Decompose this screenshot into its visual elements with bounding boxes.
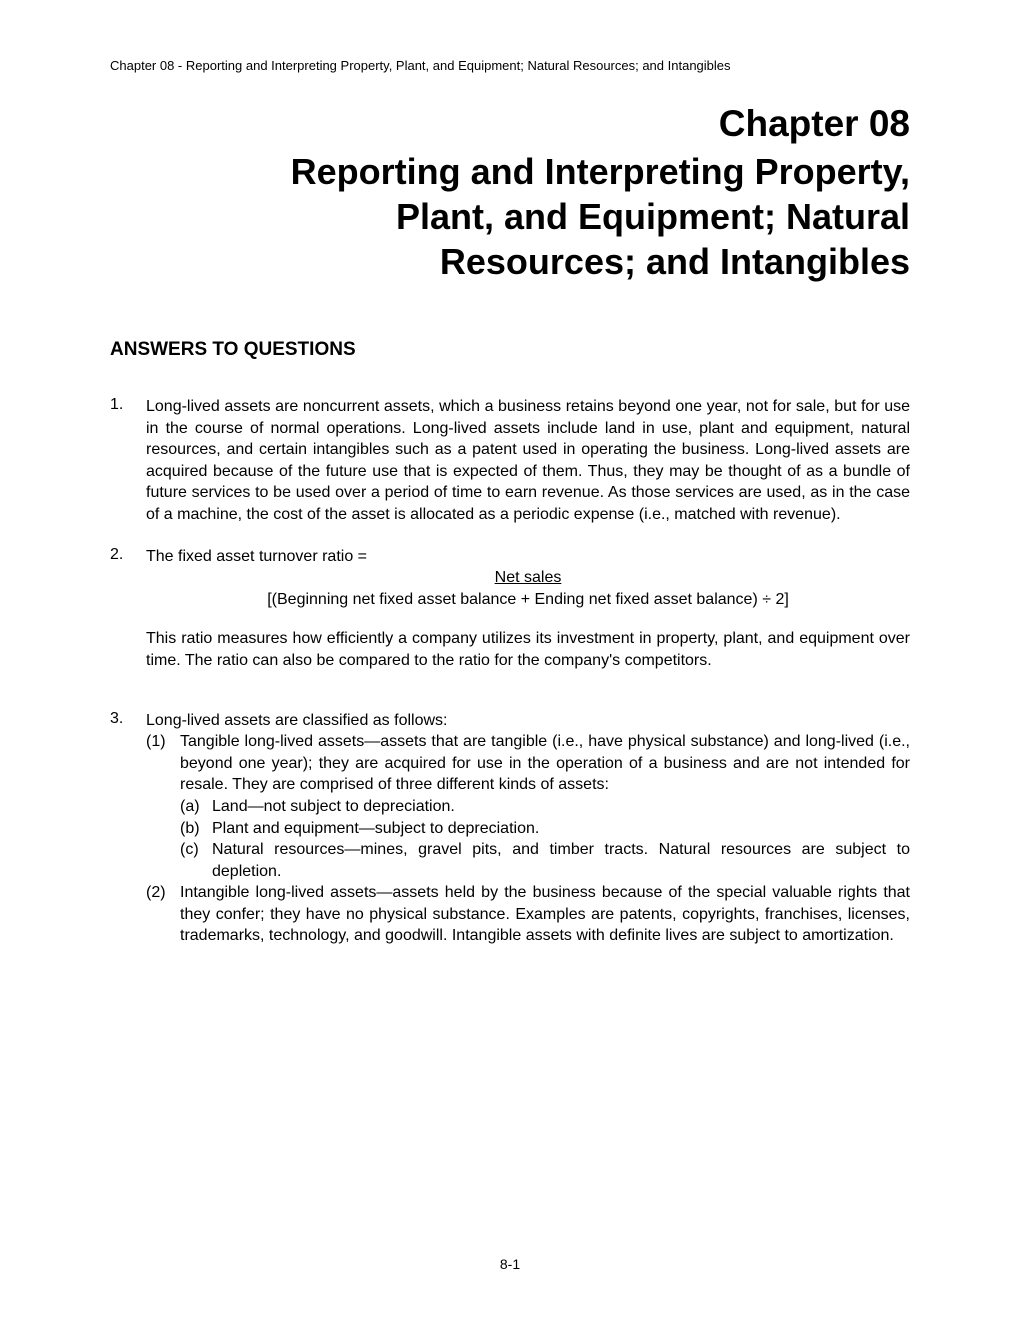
formula-label: The fixed asset turnover ratio = xyxy=(146,546,910,568)
chapter-name-line1: Reporting and Interpreting Property, xyxy=(110,149,910,194)
formula-denominator: [(Beginning net fixed asset balance + En… xyxy=(176,589,880,611)
section-heading: ANSWERS TO QUESTIONS xyxy=(110,339,910,361)
subsublist-item-a: (a) Land—not subject to depreciation. xyxy=(180,796,910,818)
subsublist-marker: (a) xyxy=(180,796,212,818)
sublist-body: Intangible long-lived assets—assets held… xyxy=(180,882,910,947)
page-number: 8-1 xyxy=(0,1256,1020,1272)
question-2: 2. The fixed asset turnover ratio = Net … xyxy=(110,546,910,690)
formula-numerator: Net sales xyxy=(300,569,757,586)
chapter-name-line3: Resources; and Intangibles xyxy=(110,239,910,284)
sublist-item-2: (2) Intangible long-lived assets—assets … xyxy=(146,882,910,947)
subsublist-marker: (c) xyxy=(180,839,212,882)
sublist-marker: (2) xyxy=(146,882,180,947)
subsublist-marker: (b) xyxy=(180,818,212,840)
sublist-body: Tangible long-lived assets—assets that a… xyxy=(180,731,910,796)
sublist: (1) Tangible long-lived assets—assets th… xyxy=(146,731,910,947)
subsublist-body: Land—not subject to depreciation. xyxy=(212,796,910,818)
sublist-marker: (1) xyxy=(146,731,180,796)
question-number: 3. xyxy=(110,710,146,948)
formula: Net sales [(Beginning net fixed asset ba… xyxy=(176,567,880,610)
question-3: 3. Long-lived assets are classified as f… xyxy=(110,710,910,948)
question-1: 1. Long-lived assets are noncurrent asse… xyxy=(110,396,910,526)
question-intro: Long-lived assets are classified as foll… xyxy=(146,710,910,732)
question-body: Long-lived assets are noncurrent assets,… xyxy=(146,396,910,526)
question-followup: This ratio measures how efficiently a co… xyxy=(146,628,910,671)
page-header: Chapter 08 - Reporting and Interpreting … xyxy=(110,58,910,73)
subsublist-body: Plant and equipment—subject to depreciat… xyxy=(212,818,910,840)
chapter-title: Chapter 08 Reporting and Interpreting Pr… xyxy=(110,103,910,284)
subsublist-item-b: (b) Plant and equipment—subject to depre… xyxy=(180,818,910,840)
question-number: 1. xyxy=(110,396,146,526)
question-body: The fixed asset turnover ratio = Net sal… xyxy=(146,546,910,690)
subsublist-body: Natural resources—mines, gravel pits, an… xyxy=(212,839,910,882)
question-number: 2. xyxy=(110,546,146,690)
sublist-item-1: (1) Tangible long-lived assets—assets th… xyxy=(146,731,910,796)
chapter-name-line2: Plant, and Equipment; Natural xyxy=(110,194,910,239)
chapter-number: Chapter 08 xyxy=(110,103,910,145)
question-body: Long-lived assets are classified as foll… xyxy=(146,710,910,948)
subsublist-item-c: (c) Natural resources—mines, gravel pits… xyxy=(180,839,910,882)
